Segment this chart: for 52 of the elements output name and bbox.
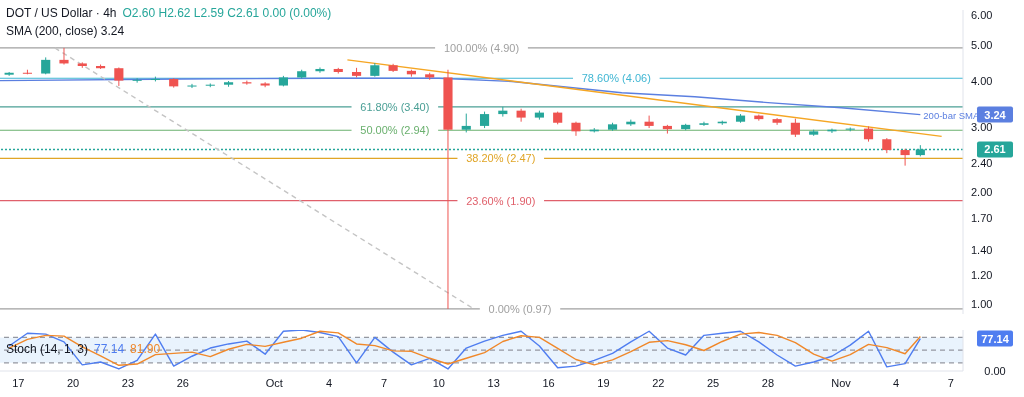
candlestick — [114, 66, 124, 87]
x-tick-label: 23 — [121, 376, 135, 389]
chart-title: DOT / US Dollar · 4h — [6, 6, 117, 20]
y-tick-label: 1.70 — [971, 212, 993, 225]
candlestick — [315, 66, 325, 74]
x-tick-label: 20 — [67, 376, 80, 389]
y-tick-label: 2.40 — [971, 156, 993, 169]
annotation: 77.14 — [94, 342, 125, 356]
x-tick-label: 19 — [597, 376, 610, 389]
x-tick-label: Oct — [265, 376, 283, 389]
x-tick-label: 7 — [380, 376, 388, 389]
candlestick — [900, 148, 910, 167]
annotation: O2.60 H2.62 L2.59 C2.61 0.00 (0.00%) — [122, 6, 332, 20]
ref-line-label: 23.60% (1.90) — [466, 194, 536, 207]
text: SMA (200, close) 3.24 — [6, 23, 126, 40]
ref-line-label: 100.00% (4.90) — [443, 41, 520, 54]
x-tick-label: 16 — [542, 376, 555, 389]
candlestick — [4, 71, 14, 77]
candlestick — [461, 113, 471, 133]
y-tick-label: 3.00 — [971, 120, 993, 133]
candlestick — [790, 118, 800, 138]
y-tick-label: 1.00 — [971, 297, 993, 310]
x-tick-label: 4 — [892, 376, 900, 389]
ref-line-label: 61.80% (3.40) — [360, 100, 430, 113]
candlestick — [644, 115, 654, 129]
x-tick-label: 4 — [326, 376, 333, 389]
ref-line-label: 38.20% (2.47) — [466, 152, 536, 165]
x-tick-label: 25 — [706, 376, 720, 389]
candlestick — [59, 47, 69, 66]
y-tick-label: 1.20 — [971, 268, 993, 281]
x-tick-label: 28 — [761, 376, 775, 389]
ref-line-label: 78.60% (4.06) — [581, 72, 651, 85]
x-tick-label: 17 — [12, 376, 25, 389]
candlestick — [516, 108, 526, 123]
ref-line-label: 0.00% (0.97) — [488, 302, 552, 315]
y-tick-label: 6.00 — [971, 9, 993, 22]
candlestick — [132, 77, 142, 84]
x-tick-label: Nov — [831, 376, 852, 389]
y-tick-label: 1.40 — [971, 243, 993, 256]
x-tick-label: 7 — [947, 376, 954, 389]
x-tick-label: 13 — [487, 376, 500, 389]
y-tick-label: 2.00 — [971, 186, 993, 199]
x-tick-label: 26 — [176, 376, 189, 389]
ref-line-label: 50.00% (2.94) — [360, 124, 430, 137]
x-tick-label: 22 — [652, 376, 665, 389]
text: 2.61 — [984, 143, 1006, 156]
text: 77.14 — [981, 332, 1010, 345]
y-tick-label: 5.00 — [971, 38, 993, 51]
y-tick-label: 4.00 — [971, 74, 993, 87]
text: 0.00 — [984, 365, 1006, 377]
x-tick-label: 10 — [432, 376, 445, 389]
text: 3.24 — [984, 108, 1007, 121]
